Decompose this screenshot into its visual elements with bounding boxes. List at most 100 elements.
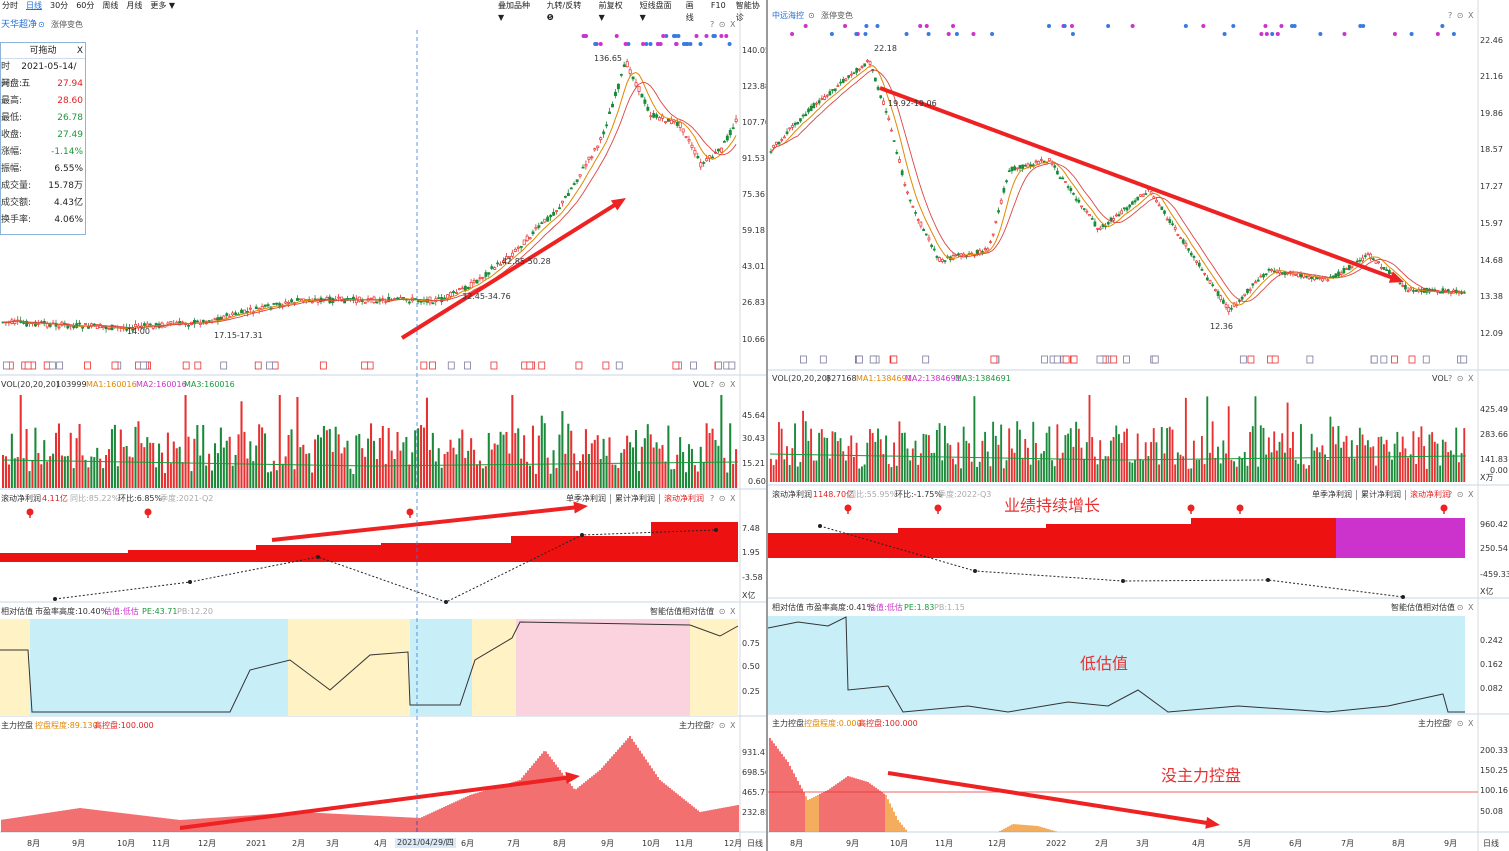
candle [1072, 192, 1075, 195]
valuation-panel-controls[interactable]: ? ⊙ X [710, 607, 737, 616]
volume-bar [4, 456, 8, 488]
candle [287, 301, 291, 304]
left-chart-canvas[interactable] [0, 0, 766, 851]
draw-line-button[interactable]: 画线 [685, 1, 694, 22]
volume-bar [1385, 439, 1388, 482]
volume-bar [717, 445, 720, 488]
candle-info-box[interactable]: 可拖动 X 时间: 2021-05-14/五 开盘: 27.94 最高: 28.60 最… [0, 42, 86, 235]
tab-quarter-profit[interactable]: 单季净利润 [1312, 490, 1352, 499]
vol-panel-controls[interactable]: ? ⊙ X [1448, 374, 1475, 383]
volume-bar [481, 468, 484, 488]
event-marker [1460, 355, 1468, 364]
volume-bar [1415, 464, 1418, 482]
price-tick: 123.88 [742, 82, 766, 91]
vol-tick: 45.64 [742, 411, 765, 420]
control-indicator-name: 主力控盘 [1418, 719, 1450, 728]
candle [416, 300, 420, 303]
control-panel-controls[interactable]: ? ⊙ X [1448, 719, 1475, 728]
volume-bar [1051, 460, 1053, 482]
period-tab-30min[interactable]: 30分 [50, 1, 69, 10]
signal-dot [1231, 24, 1236, 28]
panel-divider[interactable] [766, 0, 768, 851]
tab-cumulative-profit[interactable]: 累计净利润 [1356, 490, 1401, 500]
candle [1131, 201, 1134, 205]
close-icon[interactable]: X [76, 46, 83, 56]
candle [669, 119, 673, 125]
volume-bar [842, 451, 845, 482]
shortline-dropdown[interactable]: 短线盘面▼ [639, 1, 672, 22]
volume-bar [826, 437, 829, 482]
period-tab-more[interactable]: 更多 ▼ [150, 1, 176, 10]
main-panel-controls[interactable]: ? ⊙ X [1448, 11, 1475, 20]
volume-bar [611, 464, 614, 488]
limitup-toggle-icon[interactable]: ⊙ [808, 11, 815, 20]
valuation-pe-height: 市盈率高度:0.41% [806, 603, 875, 612]
f10-button[interactable]: F10 [710, 1, 726, 10]
candle [1379, 266, 1383, 269]
info-row: 成交额: 4.43亿 [1, 198, 83, 208]
valuation-panel-controls[interactable]: ? ⊙ X [1448, 603, 1475, 612]
vol-panel-controls[interactable]: ? ⊙ X [710, 380, 737, 389]
candle [463, 285, 467, 291]
valuation-tick: 0.50 [742, 662, 760, 671]
candle [855, 68, 859, 73]
nine-turn-dropdown[interactable]: 九转/反转 ❺ [546, 1, 582, 22]
smart-diagnose-button[interactable]: 智能协诊 [735, 1, 760, 22]
signal-dot [584, 34, 589, 38]
volume-bar [499, 431, 502, 488]
info-box-title[interactable]: 可拖动 [29, 46, 57, 56]
candle [1398, 282, 1402, 285]
volume-bar [1235, 466, 1238, 482]
period-tab-intraday[interactable]: 分时 [2, 1, 18, 10]
candle [516, 246, 520, 249]
price-tick: 107.70 [742, 118, 766, 127]
adjust-dropdown[interactable]: 前复权 ▼ [598, 1, 623, 22]
limitup-toggle-icon[interactable]: ⊙ [38, 20, 45, 29]
date-tick: 3月 [1136, 839, 1150, 848]
period-tab-monthly[interactable]: 月线 [126, 1, 143, 10]
tab-cumulative-profit[interactable]: 累计净利润 [610, 494, 655, 504]
vol-indicator-name: VOL [693, 380, 710, 389]
volume-bar [812, 460, 815, 482]
overlay-dropdown[interactable]: 叠加品种 ▼ [498, 1, 530, 22]
event-marker [690, 361, 697, 370]
volume-bar [352, 474, 355, 488]
stock-name[interactable]: 中远海控 [772, 11, 804, 20]
volume-bar [72, 468, 75, 488]
candle [1203, 273, 1207, 275]
tab-quarter-profit[interactable]: 单季净利润 [566, 494, 606, 503]
tools-toolbar: 叠加品种 ▼ 九转/反转 ❺ 前复权 ▼ 短线盘面▼ 画线 F10 智能协诊 [498, 0, 766, 22]
volume-bar [935, 429, 938, 482]
volume-bar [796, 466, 799, 482]
volume-bar [378, 437, 381, 488]
profit-panel-controls[interactable]: ? ⊙ X [710, 494, 737, 503]
candle [1096, 228, 1099, 230]
candle [895, 151, 899, 154]
period-tab-daily[interactable]: 日线 [26, 1, 42, 10]
volume-bar [997, 444, 1000, 482]
vol-unit: X万 [1480, 473, 1494, 482]
peak-price-label: 22.18 [874, 44, 897, 53]
stock-name[interactable]: 天华超净 [1, 20, 38, 30]
volume-bar [1168, 426, 1171, 482]
candle [552, 211, 556, 216]
candle [833, 88, 837, 91]
candle [263, 304, 267, 307]
candle [169, 321, 173, 324]
period-tab-60min[interactable]: 60分 [76, 1, 95, 10]
volume-bar [287, 434, 290, 488]
tab-rolling-profit[interactable]: 滚动净利润 [659, 494, 704, 504]
volume-bar [1075, 421, 1078, 482]
right-chart-canvas[interactable] [768, 0, 1509, 851]
volume-bar [823, 437, 826, 482]
tab-rolling-profit[interactable]: 滚动净利润 [1405, 490, 1450, 500]
info-row: 成交量: 15.78万 [1, 181, 83, 191]
profit-panel-controls[interactable]: ? ⊙ X [1448, 490, 1475, 499]
volume-bar [434, 461, 437, 488]
period-tab-weekly[interactable]: 周线 [102, 1, 119, 10]
control-panel-controls[interactable]: ? ⊙ X [710, 721, 737, 730]
candle [1136, 196, 1140, 201]
candle [1334, 273, 1338, 278]
main-panel-controls[interactable]: ? ⊙ X [710, 20, 737, 29]
volume-bar [938, 423, 941, 482]
